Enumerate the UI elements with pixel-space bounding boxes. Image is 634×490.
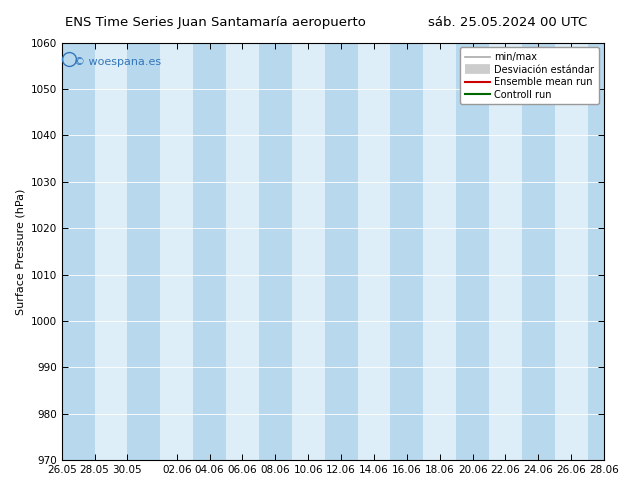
- Bar: [391, 43, 424, 460]
- Legend: min/max, Desviación estándar, Ensemble mean run, Controll run: min/max, Desviación estándar, Ensemble m…: [460, 48, 599, 104]
- Bar: [193, 43, 226, 460]
- Bar: [325, 43, 358, 460]
- Bar: [522, 43, 555, 460]
- Bar: [61, 43, 94, 460]
- Y-axis label: Surface Pressure (hPa): Surface Pressure (hPa): [15, 188, 25, 315]
- Text: ENS Time Series Juan Santamaría aeropuerto: ENS Time Series Juan Santamaría aeropuer…: [65, 16, 366, 29]
- Text: sáb. 25.05.2024 00 UTC: sáb. 25.05.2024 00 UTC: [427, 16, 587, 29]
- Bar: [588, 43, 621, 460]
- Text: © woespana.es: © woespana.es: [74, 57, 161, 67]
- Bar: [456, 43, 489, 460]
- Bar: [127, 43, 160, 460]
- Bar: [259, 43, 292, 460]
